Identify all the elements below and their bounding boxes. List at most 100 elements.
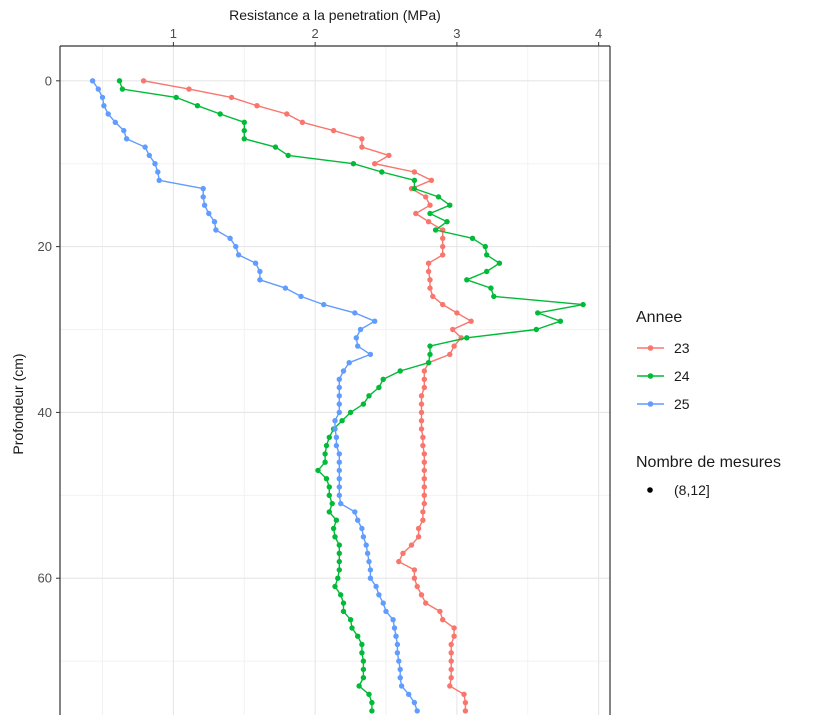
data-point — [333, 434, 340, 440]
data-point — [397, 675, 403, 681]
data-point — [461, 691, 467, 697]
data-point — [338, 592, 344, 598]
data-point — [335, 575, 341, 581]
x-axis-title: Resistance a la penetration (MPa) — [229, 7, 441, 23]
data-point — [356, 683, 362, 689]
data-point — [425, 268, 432, 275]
data-point — [451, 343, 457, 349]
data-point — [379, 169, 385, 175]
data-point — [425, 260, 432, 266]
y-tick-label: 60 — [38, 571, 52, 586]
data-point — [367, 575, 374, 581]
data-point — [350, 161, 357, 167]
plot-panel — [59, 45, 611, 715]
data-point — [423, 194, 429, 200]
data-point — [112, 119, 119, 126]
legend-key-point — [647, 401, 654, 407]
data-point — [89, 78, 96, 84]
data-point — [437, 608, 443, 615]
x-tick-label: 3 — [453, 26, 460, 41]
data-point — [322, 459, 328, 465]
data-point — [366, 558, 372, 565]
data-point — [420, 442, 426, 449]
data-point — [95, 86, 102, 92]
data-point — [360, 666, 367, 673]
data-point — [340, 600, 347, 606]
x-tick-label: 1 — [170, 26, 177, 41]
data-point — [352, 509, 358, 515]
data-point — [241, 127, 247, 134]
data-point — [272, 144, 279, 150]
legend-key-point — [647, 373, 654, 379]
data-point — [376, 384, 382, 391]
data-point — [211, 219, 218, 225]
data-point — [421, 467, 427, 474]
data-point — [427, 285, 433, 291]
data-point — [420, 434, 426, 440]
data-point — [194, 103, 201, 109]
data-point — [432, 227, 439, 233]
legend-entries: 23 24 25 — [637, 340, 690, 412]
data-point — [425, 360, 432, 366]
data-point — [421, 492, 427, 498]
data-point — [406, 691, 412, 697]
data-point — [411, 169, 418, 175]
data-point — [213, 227, 219, 233]
data-point — [298, 293, 304, 300]
data-point — [329, 500, 335, 507]
legend-title: Annee — [636, 309, 682, 326]
data-point — [462, 708, 469, 714]
data-point — [415, 525, 422, 532]
series-24 — [116, 78, 586, 714]
data-point — [336, 476, 342, 482]
data-point — [359, 641, 365, 648]
data-point — [444, 219, 450, 225]
data-point — [367, 567, 374, 573]
data-point — [142, 144, 148, 150]
data-point — [326, 492, 332, 498]
data-point — [496, 260, 503, 266]
data-point — [484, 268, 490, 275]
data-point — [340, 368, 347, 374]
data-point — [447, 351, 453, 358]
grid-major — [60, 46, 610, 715]
data-point — [116, 78, 123, 84]
data-point — [468, 318, 474, 324]
data-point — [200, 185, 206, 192]
data-point — [332, 534, 338, 540]
data-point — [427, 277, 433, 283]
data-point — [254, 103, 260, 109]
data-point — [364, 550, 371, 556]
data-point — [421, 451, 427, 457]
data-point — [156, 177, 162, 183]
data-point — [228, 94, 235, 101]
data-point — [427, 351, 433, 358]
data-point — [428, 177, 435, 183]
data-point — [355, 517, 361, 523]
data-point — [119, 86, 126, 92]
data-point — [206, 210, 212, 217]
data-point — [336, 492, 342, 498]
data-point — [413, 210, 419, 217]
data-point — [394, 650, 401, 656]
data-point — [241, 136, 247, 142]
data-point — [322, 451, 328, 457]
data-point — [252, 260, 259, 266]
data-point — [394, 641, 401, 648]
data-point — [367, 351, 374, 358]
data-point — [400, 550, 406, 556]
data-point — [336, 459, 342, 465]
data-point — [448, 675, 454, 681]
data-point — [326, 509, 332, 515]
data-point — [201, 202, 208, 208]
data-point — [360, 534, 367, 540]
data-point — [336, 542, 342, 548]
data-point — [359, 136, 365, 142]
data-point — [332, 426, 338, 432]
data-point — [357, 326, 364, 333]
data-point — [257, 277, 263, 283]
y-tick-label: 40 — [38, 405, 52, 420]
data-point — [200, 194, 206, 200]
data-point — [435, 194, 442, 200]
data-point — [146, 152, 152, 159]
